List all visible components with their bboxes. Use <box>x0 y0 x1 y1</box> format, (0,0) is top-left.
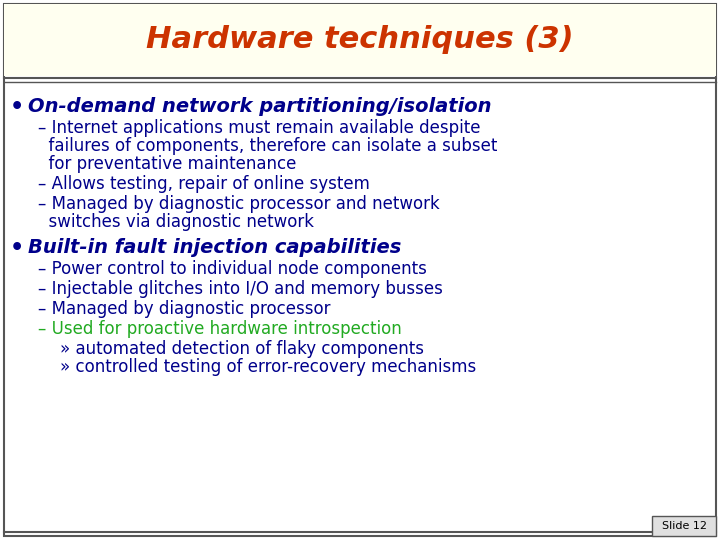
Text: Built-in fault injection capabilities: Built-in fault injection capabilities <box>28 238 401 257</box>
Text: failures of components, therefore can isolate a subset: failures of components, therefore can is… <box>38 137 498 155</box>
Text: » automated detection of flaky components: » automated detection of flaky component… <box>60 340 424 358</box>
Text: Hardware techniques (3): Hardware techniques (3) <box>146 25 574 55</box>
Text: – Managed by diagnostic processor: – Managed by diagnostic processor <box>38 300 330 318</box>
Text: – Internet applications must remain available despite: – Internet applications must remain avai… <box>38 119 480 137</box>
Text: •: • <box>10 238 24 258</box>
Text: – Power control to individual node components: – Power control to individual node compo… <box>38 260 427 278</box>
Text: – Managed by diagnostic processor and network: – Managed by diagnostic processor and ne… <box>38 195 440 213</box>
Text: On-demand network partitioning/isolation: On-demand network partitioning/isolation <box>28 97 492 116</box>
Text: •: • <box>10 97 24 117</box>
Text: Slide 12: Slide 12 <box>662 521 706 531</box>
Text: for preventative maintenance: for preventative maintenance <box>38 155 297 173</box>
Text: – Injectable glitches into I/O and memory busses: – Injectable glitches into I/O and memor… <box>38 280 443 298</box>
Text: » controlled testing of error-recovery mechanisms: » controlled testing of error-recovery m… <box>60 358 476 376</box>
Bar <box>652 516 716 536</box>
Text: switches via diagnostic network: switches via diagnostic network <box>38 213 314 231</box>
Bar <box>4 4 716 76</box>
Text: – Used for proactive hardware introspection: – Used for proactive hardware introspect… <box>38 320 402 338</box>
Text: – Allows testing, repair of online system: – Allows testing, repair of online syste… <box>38 175 370 193</box>
